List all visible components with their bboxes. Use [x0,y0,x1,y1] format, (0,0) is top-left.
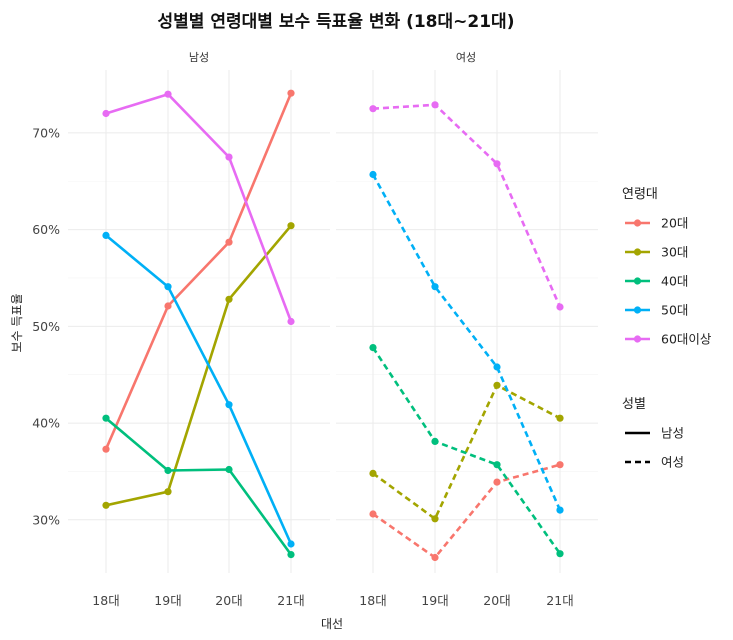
x-tick-label: 19대 [154,593,181,608]
data-point-20대 [225,238,233,246]
data-point-30대 [287,222,295,230]
data-point-30대 [493,381,501,389]
series-line-60대이상 [105,92,293,322]
legend-label: 60대이상 [661,332,712,347]
data-point-60대이상 [431,101,439,109]
data-point-60대이상 [102,109,110,118]
data-point-30대 [164,488,172,496]
chart-title: 성별별 연령대별 보수 득표율 변화 (18대~21대) [158,11,515,32]
panel-female [336,70,598,573]
y-tick-label: 60% [32,222,60,237]
legend-item-남성: 남성 [625,426,684,441]
data-point-50대 [164,283,172,291]
data-point-30대 [369,469,377,477]
data-point-20대 [369,510,377,518]
x-tick-label: 21대 [277,593,304,608]
data-point-50대 [102,231,110,239]
facet-label-female: 여성 [456,51,476,64]
legend-age-title: 연령대 [622,187,658,202]
x-tick-label: 18대 [92,593,119,608]
legend-item-여성: 여성 [625,455,684,470]
data-point-40대 [556,550,564,558]
data-point-40대 [102,414,110,422]
data-point-50대 [225,401,233,409]
y-tick-label: 50% [32,319,60,334]
legend-item-40대: 40대 [625,274,688,289]
data-point-40대 [164,466,172,475]
legend-swatch-point [633,306,642,314]
legend-item-60대이상: 60대이상 [625,332,712,347]
x-axis-ticks: 18대 19대 20대 21대 18대 19대 20대 21대 [92,593,573,608]
data-point-50대 [431,283,439,291]
y-tick-label: 30% [32,512,60,527]
y-tick-label: 70% [32,125,60,140]
x-axis-title: 대선 [321,617,343,631]
x-tick-label: 20대 [215,593,242,608]
legend-swatch-point [633,335,642,343]
x-tick-label: 18대 [359,593,386,608]
legend-item-20대: 20대 [625,216,688,231]
series-line-20대 [372,463,561,559]
series-line-50대 [105,234,293,545]
series-line-50대 [371,173,562,511]
legend-swatch-point [633,248,642,256]
plot-panels [68,70,598,573]
y-axis-ticks: 30% 40% 50% 60% 70% [32,125,60,527]
data-point-40대 [369,344,377,352]
series-line-60대이상 [372,103,562,308]
legend-label: 여성 [661,455,684,470]
data-point-20대 [102,445,110,453]
data-point-40대 [287,551,295,559]
panel-male [68,70,330,573]
series-line-40대 [105,417,293,556]
data-point-60대이상 [225,153,233,161]
x-tick-label: 19대 [421,593,448,608]
data-point-30대 [431,515,439,523]
data-point-50대 [556,506,564,514]
data-point-20대 [493,478,501,486]
data-point-60대이상 [287,317,295,326]
data-point-60대이상 [493,160,501,168]
legend-item-50대: 50대 [625,303,688,318]
data-point-30대 [556,414,564,422]
data-point-60대이상 [164,90,172,98]
data-point-60대이상 [556,303,564,311]
data-point-20대 [164,302,172,310]
data-point-30대 [102,501,110,509]
y-tick-label: 40% [32,416,60,431]
legend-label: 남성 [661,426,684,441]
y-axis-title: 보수 득표율 [10,293,24,352]
data-point-50대 [287,540,295,548]
facet-label-male: 남성 [189,51,209,64]
data-point-20대 [431,553,439,562]
data-point-20대 [556,461,564,469]
series-line-40대 [371,346,562,555]
legend-label: 50대 [661,303,688,318]
legend-swatch-point [633,277,642,285]
data-point-50대 [369,170,377,179]
legend-age-entries: 20대 30대 40대 50대 60대이상 [625,216,712,347]
legend-label: 30대 [661,245,688,260]
x-tick-label: 21대 [546,593,573,608]
legend-label: 20대 [661,216,688,231]
data-point-50대 [493,363,501,371]
data-point-20대 [287,89,295,97]
series-line-30대 [105,224,292,507]
legend-swatch-point [633,219,642,227]
legend-label: 40대 [661,274,688,289]
data-point-60대이상 [369,105,377,113]
legend-item-30대: 30대 [625,245,688,260]
x-tick-label: 20대 [483,593,510,608]
legend-gender-title: 성별 [622,397,646,412]
data-point-40대 [431,437,439,445]
data-point-40대 [493,461,501,469]
data-point-40대 [225,465,233,474]
data-point-30대 [225,295,233,303]
series-line-20대 [104,92,293,450]
